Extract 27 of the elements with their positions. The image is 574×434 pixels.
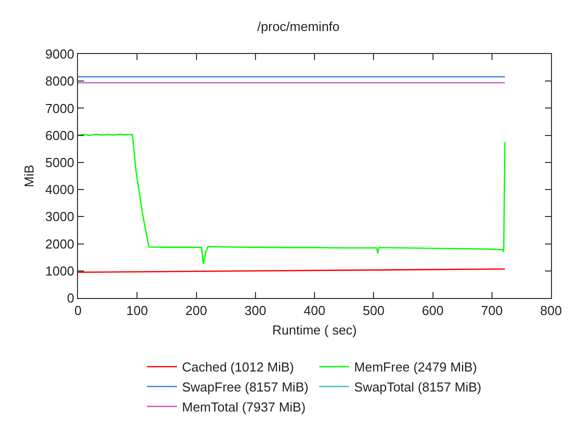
x-axis-title: Runtime ( sec) [272, 322, 357, 338]
legend-label: Cached (1012 MiB) [182, 360, 294, 375]
y-axis-title: MiB [21, 164, 36, 188]
chart-title: /proc/meminfo [257, 18, 340, 34]
legend-label: MemTotal (7937 MiB) [182, 400, 306, 414]
y-tick-label: 0 [66, 290, 74, 306]
legend-label: SwapFree (8157 MiB) [182, 380, 308, 395]
line-series [78, 134, 506, 265]
y-tick-label: 6000 [45, 128, 74, 143]
legend-label: SwapTotal (8157 MiB) [354, 380, 482, 395]
x-tick-label: 700 [481, 302, 503, 318]
x-tick-label: 600 [422, 302, 444, 318]
x-tick-label: 300 [244, 302, 266, 318]
y-tick-label: 8000 [45, 74, 74, 89]
y-tick-label: 2000 [45, 236, 74, 252]
y-tick-label: 9000 [45, 46, 74, 62]
x-tick-label: 200 [185, 302, 208, 318]
y-tick-label: 5000 [45, 154, 74, 170]
y-tick-label: 1000 [45, 263, 74, 278]
x-tick-label: 100 [126, 302, 148, 318]
y-tick-label: 3000 [45, 209, 74, 224]
x-tick-label: 500 [362, 302, 384, 318]
x-tick-label: 400 [304, 302, 326, 318]
x-tick-label: 800 [540, 302, 562, 318]
y-tick-label: 4000 [45, 182, 74, 198]
y-tick-label: 7000 [45, 100, 74, 116]
legend-label: MemFree (2479 MiB) [354, 360, 477, 375]
